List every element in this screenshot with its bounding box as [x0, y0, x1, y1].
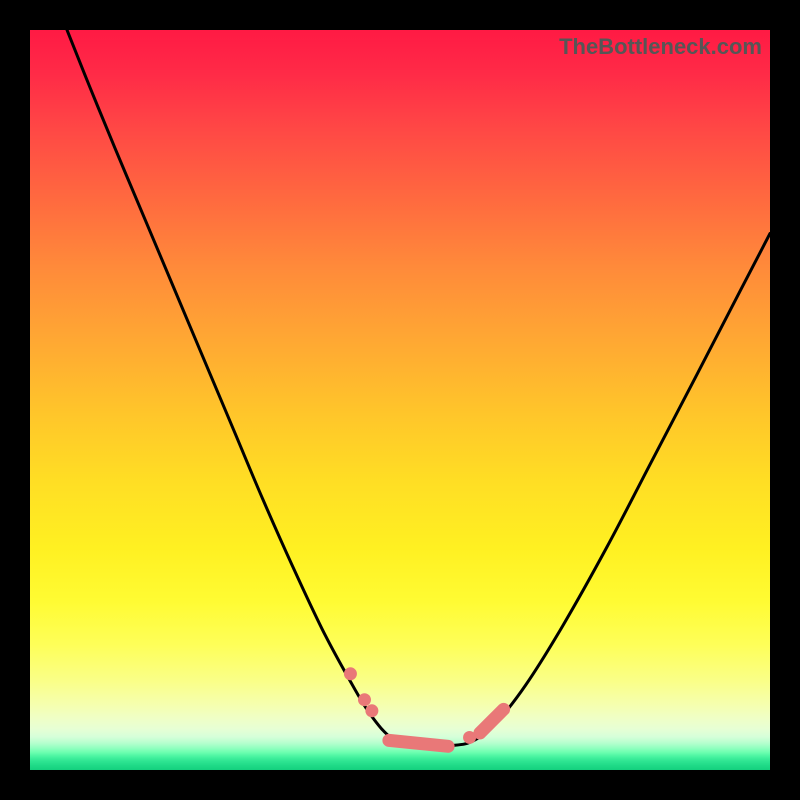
marker-dot	[463, 731, 476, 744]
marker-dot	[344, 667, 357, 680]
marker-dot	[365, 704, 378, 717]
marker-dots	[344, 667, 476, 744]
marker-dot	[358, 693, 371, 706]
chart-stage: TheBottleneck.com	[0, 0, 800, 800]
curve-layer	[30, 30, 770, 770]
bottleneck-curve	[67, 30, 770, 746]
watermark-text: TheBottleneck.com	[559, 34, 762, 60]
marker-capsules	[389, 709, 504, 746]
marker-capsule	[389, 740, 448, 746]
marker-capsule	[480, 709, 504, 733]
plot-area	[30, 30, 770, 770]
